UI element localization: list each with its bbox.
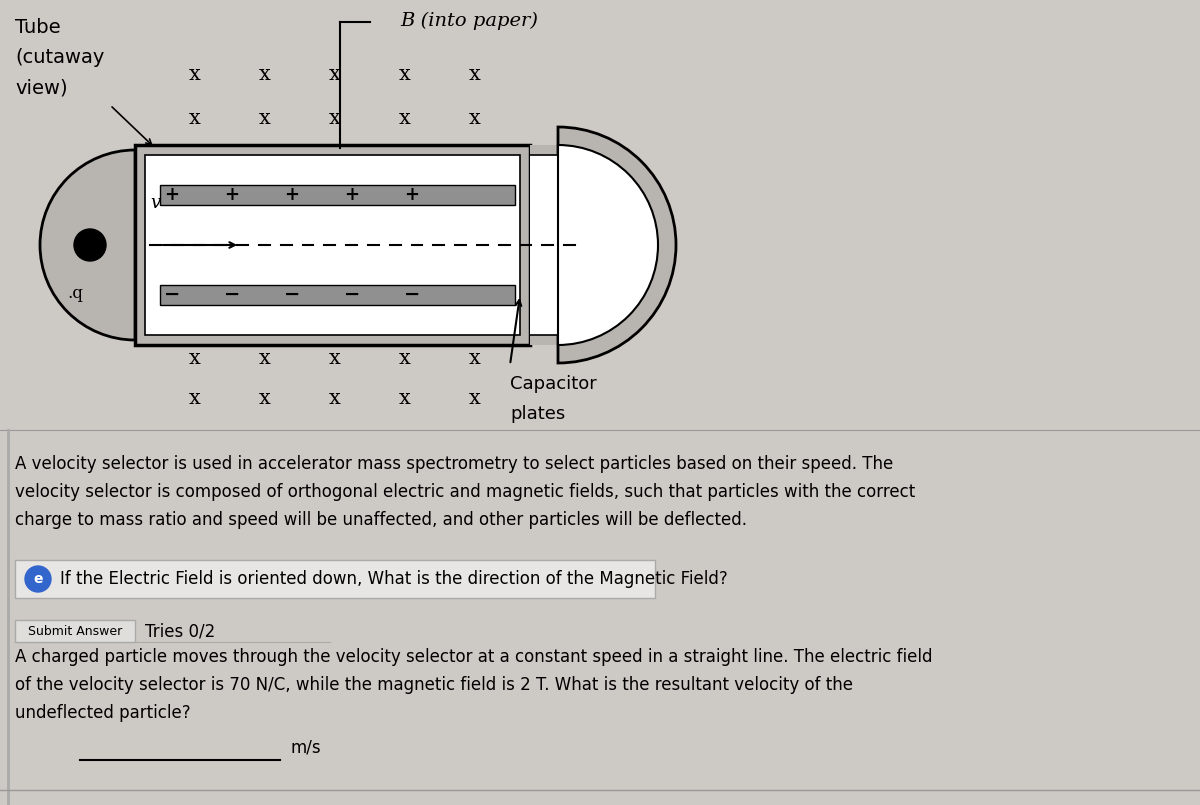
Text: +: + [404,186,420,204]
Wedge shape [40,150,134,340]
Wedge shape [558,145,658,345]
Text: charge to mass ratio and speed will be unaffected, and other particles will be d: charge to mass ratio and speed will be u… [14,511,746,529]
Text: x: x [469,109,481,127]
Bar [160,185,515,205]
Text: m/s: m/s [290,738,320,756]
Text: x: x [259,109,271,127]
Text: x: x [469,349,481,368]
Text: .q: .q [67,284,83,302]
Text: A velocity selector is used in accelerator mass spectrometry to select particles: A velocity selector is used in accelerat… [14,455,893,473]
Text: −: − [404,286,420,304]
Wedge shape [558,127,676,363]
Text: −: − [284,286,300,304]
Text: x: x [469,389,481,407]
Text: velocity selector is composed of orthogonal electric and magnetic fields, such t: velocity selector is composed of orthogo… [14,483,916,501]
Text: x: x [400,349,410,368]
Text: A charged particle moves through the velocity selector at a constant speed in a : A charged particle moves through the vel… [14,648,932,666]
Text: x: x [190,349,200,368]
Text: −: − [164,286,180,304]
Text: x: x [400,65,410,85]
Bar [160,285,515,305]
Text: undeflected particle?: undeflected particle? [14,704,191,722]
Text: x: x [329,65,341,85]
Text: +: + [164,186,180,204]
Text: of the velocity selector is 70 N/C, while the magnetic field is 2 T. What is the: of the velocity selector is 70 N/C, whil… [14,676,853,694]
Text: −: − [344,286,360,304]
Text: e: e [34,572,43,586]
Text: +: + [344,186,360,204]
Text: x: x [259,389,271,407]
Text: x: x [190,389,200,407]
Text: x: x [329,349,341,368]
Text: Submit Answer: Submit Answer [28,625,122,638]
Circle shape [74,229,106,261]
Circle shape [25,566,50,592]
Text: Tries 0/2: Tries 0/2 [145,622,215,640]
Text: (cutaway: (cutaway [14,48,104,67]
Text: view): view) [14,78,67,97]
Text: Tube: Tube [14,18,61,37]
Text: plates: plates [510,405,565,423]
Text: x: x [190,109,200,127]
Text: x: x [190,65,200,85]
Text: v: v [150,194,160,212]
Text: x: x [259,65,271,85]
Text: x: x [329,389,341,407]
Text: x: x [400,109,410,127]
Text: If the Electric Field is oriented down, What is the direction of the Magnetic Fi: If the Electric Field is oriented down, … [60,570,727,588]
Text: +: + [224,186,240,204]
Text: Capacitor: Capacitor [510,375,596,393]
Text: −: − [224,286,240,304]
Text: B (into paper): B (into paper) [400,12,538,31]
Text: x: x [329,109,341,127]
Text: x: x [469,65,481,85]
Bar [14,620,134,642]
Bar [530,145,558,345]
Bar [145,155,520,335]
Text: +: + [284,186,300,204]
Bar [14,560,655,598]
Bar [530,155,558,335]
Text: x: x [400,389,410,407]
Text: x: x [259,349,271,368]
Bar [134,145,530,345]
